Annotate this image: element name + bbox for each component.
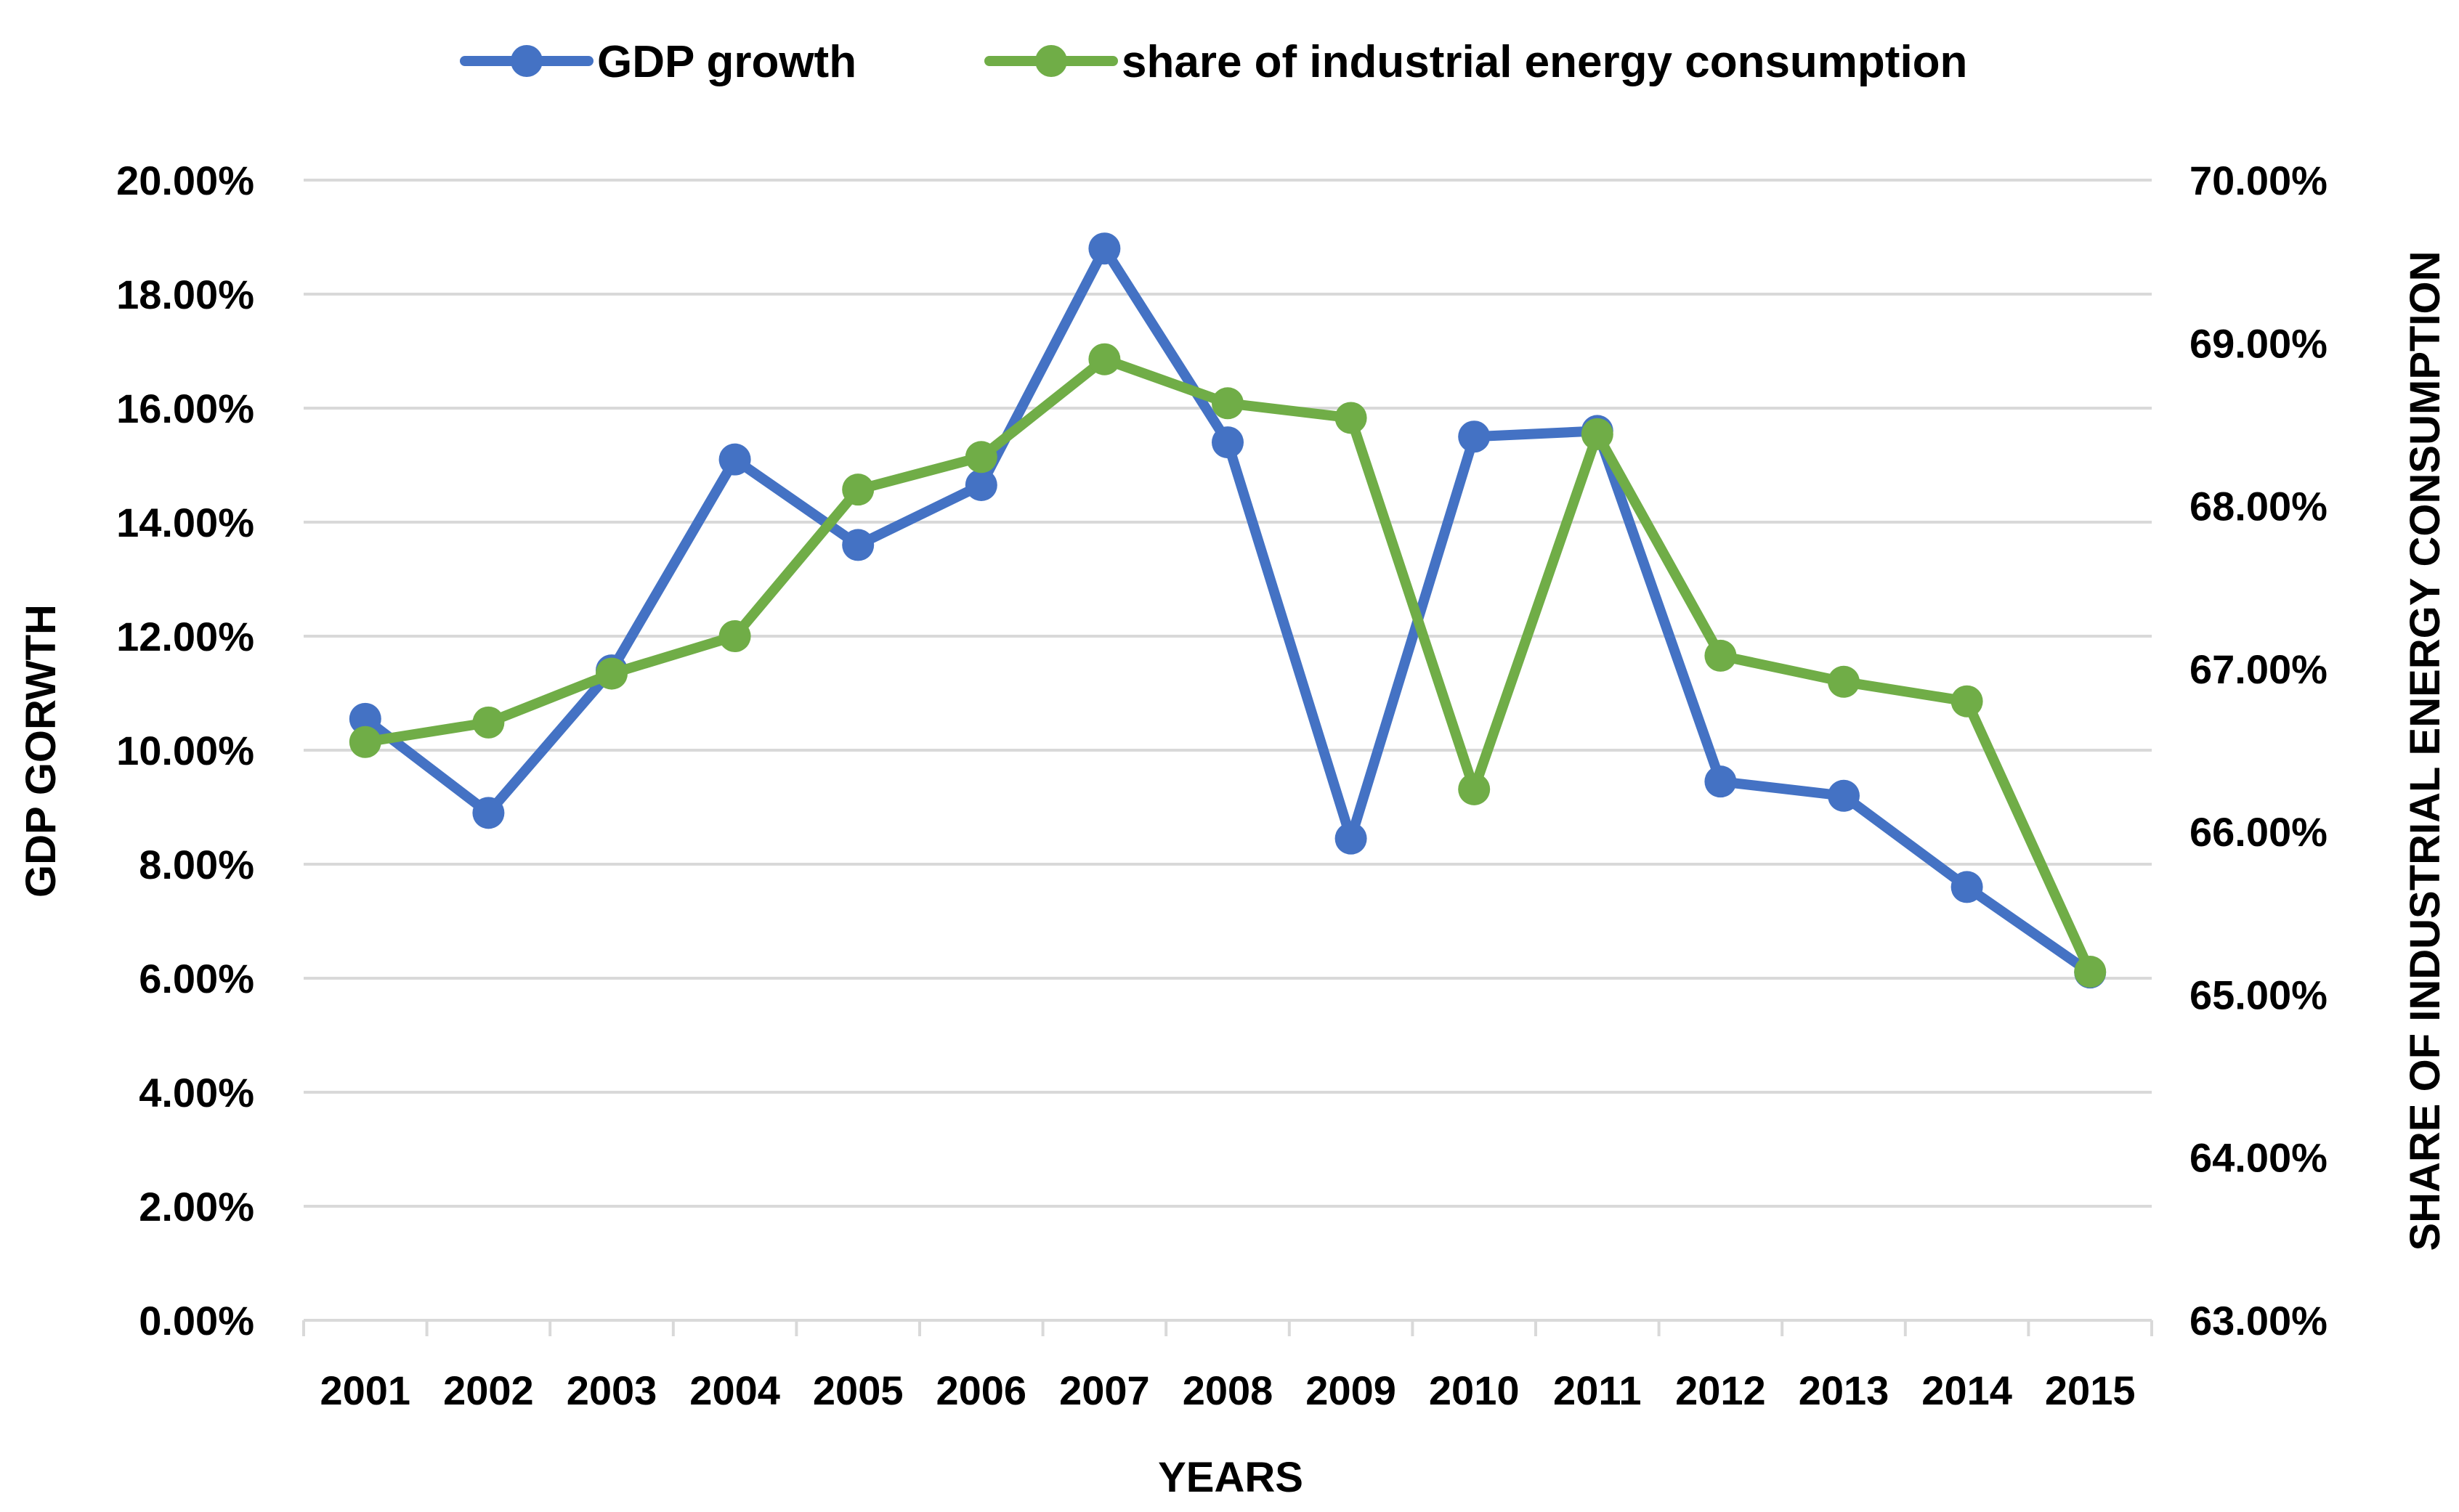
y2-tick-label: 63.00% [2189,1298,2328,1344]
x-tick-label: 2009 [1305,1367,1396,1413]
data-point [1704,639,1737,672]
data-point [1581,418,1613,450]
data-point [1334,402,1367,434]
y-tick-label: 10.00% [116,728,254,773]
legend-item-energy-share: share of industrial energy consumption [984,37,1967,87]
data-point [349,702,381,735]
y-tick-label: 12.00% [116,614,254,659]
data-point [1828,665,1860,698]
left-y-axis: 0.00% 2.00% 4.00% 6.00% 8.00% 10.00% 12.00% 14.… [116,158,254,1344]
data-point [718,620,751,652]
left-y-axis-title: GDP GORWTH [17,604,65,898]
y2-tick-label: 68.00% [2189,484,2328,529]
right-y-axis-title: SHARE OF INDUSTRIAL ENERGY CONSUMPTION [2402,251,2449,1251]
series [349,232,2107,989]
x-axis-title: YEARS [1158,1454,1303,1501]
x-tick-label: 2013 [1799,1367,1889,1413]
series-gdp-growth [349,232,2107,989]
data-point [1458,773,1491,805]
y-tick-label: 0.00% [139,1298,254,1344]
x-tick-label: 2015 [2045,1367,2136,1413]
data-point [842,529,875,561]
x-tick-label: 2014 [1921,1367,2012,1413]
legend-item-gdp-growth: GDP growth [460,37,856,87]
data-point [1950,685,1983,718]
x-tick-label: 2004 [689,1367,780,1413]
y-tick-label: 6.00% [139,956,254,1001]
data-point [349,725,381,758]
data-point [965,441,997,473]
data-point [965,468,997,501]
data-point [472,797,505,829]
x-axis: 2001 2002 2003 2004 2005 2006 2007 2008 2009 2010… [302,1319,2153,1413]
data-point [1212,426,1244,459]
legend-marker-gdp-growth [511,45,543,77]
y2-tick-label: 69.00% [2189,320,2328,366]
x-tick-label: 2012 [1675,1367,1766,1413]
data-point [1704,765,1737,798]
x-tick-label: 2003 [567,1367,657,1413]
data-point [1334,822,1367,855]
data-point [1828,779,1860,812]
legend-marker-energy-share [1035,45,1067,77]
x-tick-label: 2005 [813,1367,904,1413]
series-energy-share [349,343,2107,988]
gridlines [304,179,2152,1208]
data-point [1458,420,1491,453]
data-point [472,706,505,739]
y-tick-label: 20.00% [116,158,254,203]
x-tick-label: 2011 [1553,1367,1642,1413]
y-tick-label: 18.00% [116,272,254,317]
data-point [1212,387,1244,420]
x-tick-label: 2002 [443,1367,534,1413]
y2-tick-label: 64.00% [2189,1135,2328,1181]
x-tick-label: 2008 [1183,1367,1273,1413]
data-point [2074,956,2107,988]
y2-tick-label: 70.00% [2189,158,2328,203]
data-point [596,657,628,690]
data-point [1088,343,1121,375]
y-tick-label: 2.00% [139,1184,254,1229]
y2-tick-label: 65.00% [2189,972,2328,1017]
y-tick-label: 16.00% [116,386,254,431]
legend-label-energy-share: share of industrial energy consumption [1122,37,1967,87]
x-tick-label: 2007 [1059,1367,1150,1413]
legend: GDP growth share of industrial energy co… [460,37,1967,87]
y2-tick-label: 66.00% [2189,809,2328,855]
legend-label-gdp-growth: GDP growth [597,37,856,87]
y-tick-label: 8.00% [139,842,254,887]
x-tick-label: 2006 [936,1367,1027,1413]
x-tick-label: 2010 [1429,1367,1520,1413]
data-point [1088,232,1121,265]
data-point [718,443,751,476]
data-point [842,473,875,506]
x-tick-label: 2001 [320,1367,411,1413]
y-tick-label: 4.00% [139,1070,254,1115]
y-tick-label: 14.00% [116,500,254,545]
data-point [1950,871,1983,903]
y2-tick-label: 67.00% [2189,646,2328,692]
right-y-axis: 63.00% 64.00% 65.00% 66.00% 67.00% 68.00% 69.0… [2189,158,2328,1344]
